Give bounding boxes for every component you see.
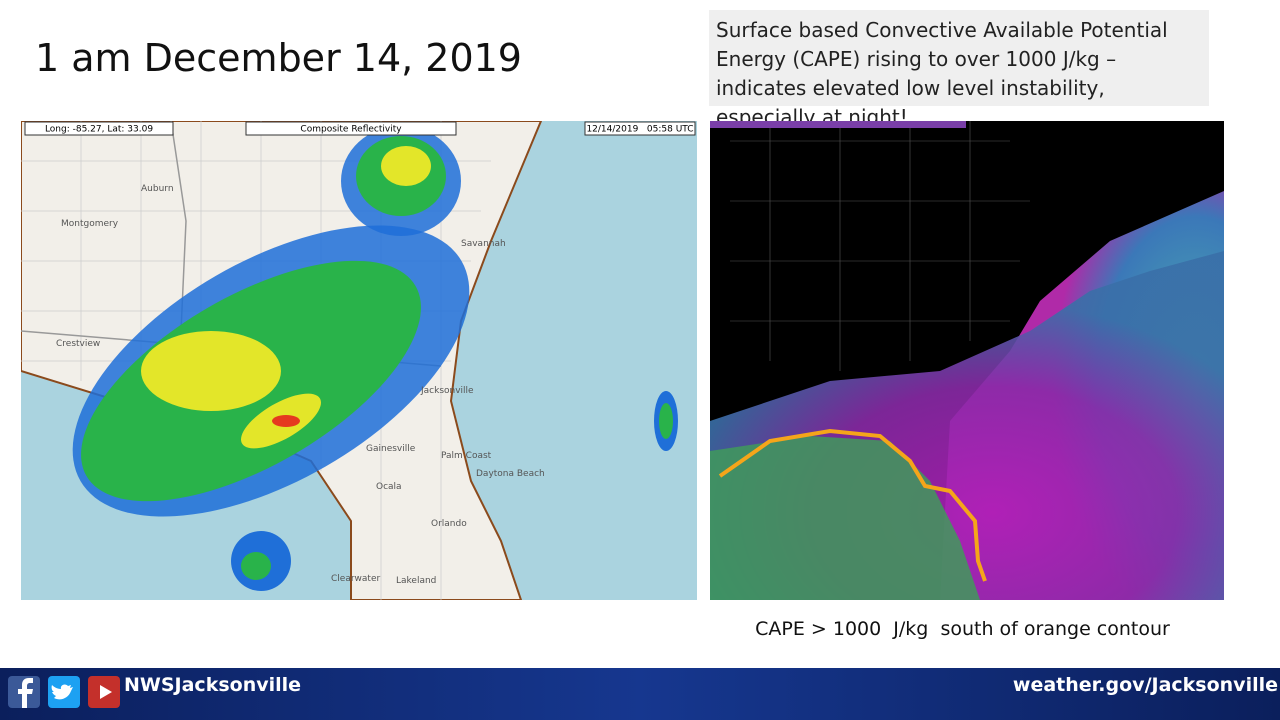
caption: CAPE > 1000 J/kg south of orange contour xyxy=(755,618,1170,640)
facebook-glyph xyxy=(18,678,33,708)
header-box xyxy=(584,121,696,136)
timestamp-label: 12/14/2019 05:58 UTC xyxy=(586,125,693,135)
cape-contour xyxy=(718,428,987,582)
place-label: Jacksonville xyxy=(420,386,474,396)
cape-field xyxy=(710,436,980,600)
social-icons xyxy=(8,676,120,708)
place-label: Clearwater xyxy=(331,574,380,584)
slide-title: 1 am December 14, 2019 xyxy=(35,36,522,80)
place-label: Crestview xyxy=(56,339,100,349)
place-label: Palm Coast xyxy=(441,451,492,461)
twitter-glyph xyxy=(51,684,73,700)
callout: Surface based Convective Available Poten… xyxy=(709,10,1209,129)
place-label: Montgomery xyxy=(61,219,119,229)
county-lines xyxy=(730,121,1030,371)
youtube-glyph xyxy=(100,685,112,699)
product-label: Composite Reflectivity xyxy=(300,125,402,135)
radar-echoes xyxy=(72,126,678,591)
place-label: Ocala xyxy=(376,482,402,492)
place-label: Orlando xyxy=(431,519,467,529)
footer-website[interactable]: weather.gov/Jacksonville xyxy=(1012,674,1278,696)
coords-label: Long: -85.27, Lat: 33.09 xyxy=(45,125,153,135)
header-box xyxy=(245,121,457,136)
footer-bar xyxy=(0,668,1280,720)
footer-handle: NWSJacksonville xyxy=(124,674,302,696)
place-label: Auburn xyxy=(141,184,174,194)
place-label: Daytona Beach xyxy=(476,469,545,479)
color-scale xyxy=(710,121,966,128)
place-label: Gainesville xyxy=(366,444,416,454)
cape-map xyxy=(710,121,1224,600)
header-box xyxy=(24,121,174,136)
place-label: Lakeland xyxy=(396,576,436,586)
radar-map: Montgomery Auburn Crestview Savannah Jac… xyxy=(21,121,697,600)
place-label: Savannah xyxy=(461,239,506,249)
